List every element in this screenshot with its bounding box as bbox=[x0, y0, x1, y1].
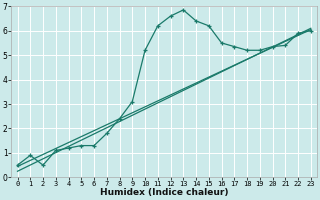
X-axis label: Humidex (Indice chaleur): Humidex (Indice chaleur) bbox=[100, 188, 228, 197]
